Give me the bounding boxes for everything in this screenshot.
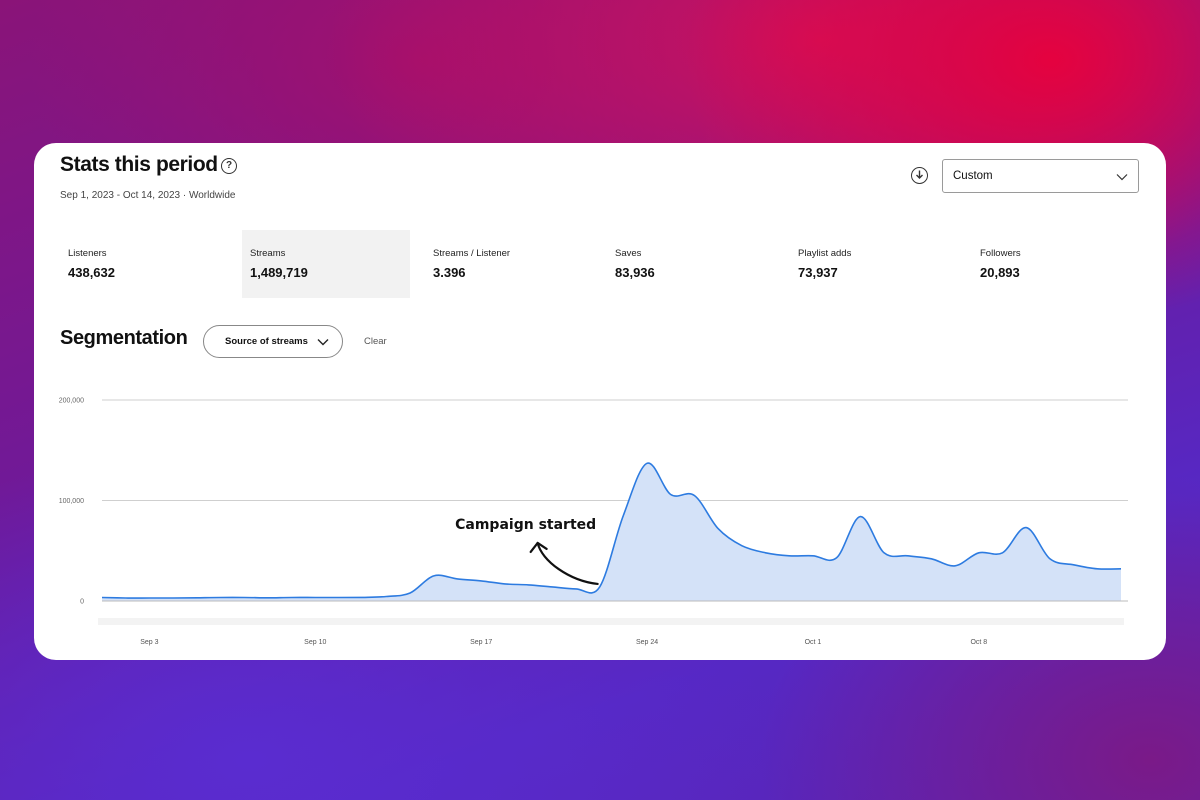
metric-label: Followers (980, 248, 1021, 259)
metric-label: Streams (250, 248, 286, 259)
date-range-value: Custom (953, 170, 993, 182)
x-axis-band (98, 618, 1124, 625)
annotation-arrowhead (529, 541, 548, 554)
metric-label: Listeners (68, 248, 107, 259)
page-title: Stats this period (60, 153, 218, 176)
metric-value: 1,489,719 (250, 265, 308, 280)
metric-value: 438,632 (68, 265, 115, 280)
metric-saves[interactable]: Saves 83,936 (607, 230, 775, 298)
y-tick-label: 0 (80, 599, 84, 606)
chevron-down-icon (1116, 174, 1128, 181)
metric-label: Playlist adds (798, 248, 852, 259)
metric-playlist-adds[interactable]: Playlist adds 73,937 (790, 230, 958, 298)
metric-value: 3.396 (433, 265, 466, 280)
y-tick-label: 100,000 (59, 498, 84, 505)
segment-source-value: Source of streams (225, 336, 308, 347)
metric-streams[interactable]: Streams 1,489,719 (242, 230, 410, 298)
chevron-down-icon (317, 339, 329, 346)
question-circle-icon[interactable]: ? (221, 158, 237, 174)
streams-area (102, 463, 1121, 601)
metric-value: 73,937 (798, 265, 838, 280)
x-tick-label: Oct 1 (805, 639, 822, 646)
annotation-label: Campaign started (455, 517, 596, 533)
metric-label: Saves (615, 248, 642, 259)
metric-followers[interactable]: Followers 20,893 (972, 230, 1140, 298)
x-tick-label: Sep 10 (304, 639, 326, 646)
metric-listeners[interactable]: Listeners 438,632 (60, 230, 228, 298)
download-circle-icon[interactable] (911, 167, 928, 184)
x-tick-label: Sep 24 (636, 639, 658, 646)
x-tick-label: Oct 8 (970, 639, 987, 646)
metric-value: 83,936 (615, 265, 655, 280)
annotation-arrow (536, 541, 599, 586)
metric-label: Streams / Listener (433, 248, 511, 259)
metric-streams-per-listener[interactable]: Streams / Listener 3.396 (425, 230, 593, 298)
metrics-row: Listeners 438,632 Streams 1,489,719 Stre… (60, 230, 1150, 298)
y-tick-label: 200,000 (59, 398, 84, 405)
metric-value: 20,893 (980, 265, 1020, 280)
segment-source-select[interactable]: Source of streams (203, 325, 343, 358)
segmentation-title: Segmentation (60, 327, 188, 349)
date-range-select[interactable]: Custom (942, 159, 1139, 193)
period-subtitle: Sep 1, 2023 - Oct 14, 2023 · Worldwide (60, 190, 236, 201)
clear-link[interactable]: Clear (364, 336, 387, 347)
x-tick-label: Sep 3 (140, 639, 158, 646)
x-tick-label: Sep 17 (470, 639, 492, 646)
streams-chart: 200,000 100,000 0 Sep 3 Sep 10 Sep 17 Sep 24 Oc… (59, 398, 1128, 646)
stats-card: Stats this period ? Sep 1, 2023 - Oct 14… (34, 143, 1166, 660)
streams-line (101, 462, 1122, 599)
